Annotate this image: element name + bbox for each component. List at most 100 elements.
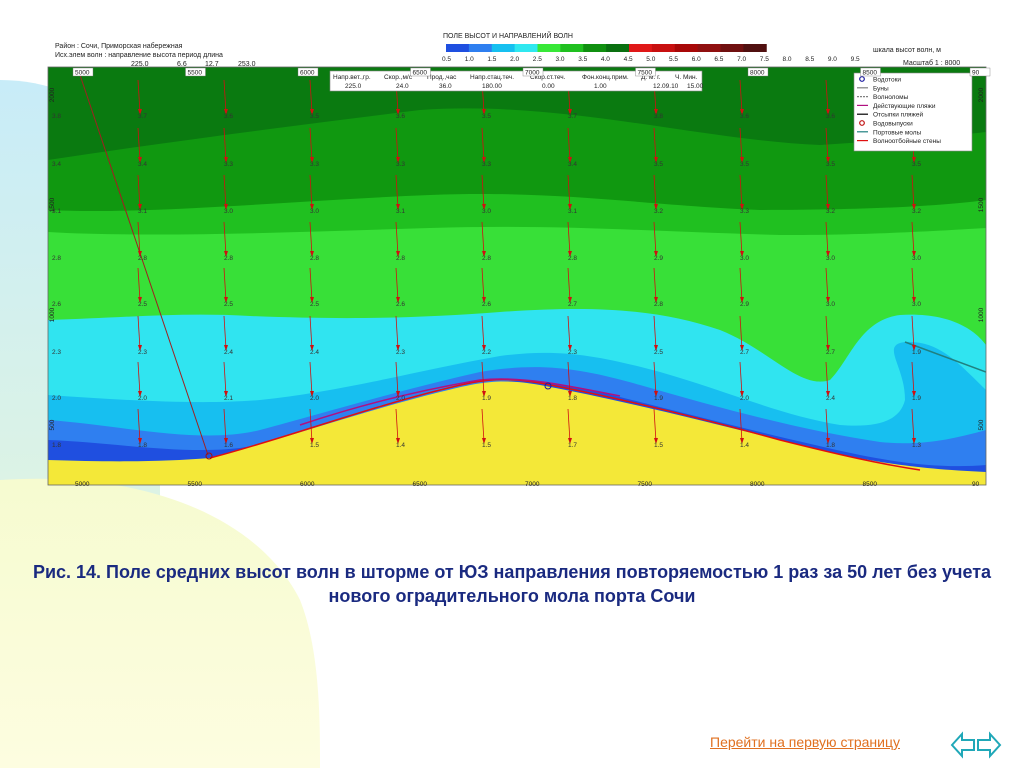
height-label: 3.5 [654,161,663,168]
height-label: 3.7 [138,113,147,120]
wave-arrow [998,362,1000,395]
wave-arrow [481,267,485,302]
wave-arrow [223,267,227,302]
height-label: 2.3 [52,349,61,356]
wave-arrow-head [482,438,486,444]
wave-arrow [481,127,485,162]
wave-arrow [137,267,141,302]
wave-arrow [998,316,1000,349]
height-label: 3.0 [224,208,233,215]
wave-arrow [309,79,313,114]
wave-arrow-head [396,345,400,351]
wave-arrow [309,221,313,256]
x-tick-top: 6000 [300,70,315,77]
wave-arrow [653,315,657,350]
wave-arrow-head [912,157,916,163]
wave-arrow-head [568,157,572,163]
wave-arrow [481,174,485,209]
height-label: 3.5 [740,161,749,168]
x-tick-top: 7500 [638,70,653,77]
wave-arrow-head [568,297,572,303]
height-label: 3.4 [138,161,147,168]
height-label: 3.3 [396,161,405,168]
wave-arrow [739,174,743,209]
height-label: 2.5 [310,301,319,308]
wave-arrow [739,408,743,443]
y-tick-right: 2000 [978,87,985,102]
wave-arrow-head [826,345,830,351]
param-header: Скор.,м/с [384,74,413,81]
src-length-value: 253.0 [238,61,256,68]
wave-arrow [653,408,657,443]
wave-arrow-head [654,297,658,303]
wave-arrow [911,315,915,350]
wave-arrow-head [654,391,658,397]
wave-arrow-head [998,204,1002,210]
wave-arrow-head [138,251,142,257]
wave-arrow [481,408,485,443]
x-tick-top: 7000 [525,70,540,77]
height-label: 2.3 [396,349,405,356]
svg-text:Буны: Буны [873,85,889,92]
scale-label: 6.0 [692,56,701,63]
scale-swatch [697,44,721,52]
scale-swatch [491,44,516,52]
param-value: 0.00 [542,83,555,90]
height-label: 2.8 [568,255,577,262]
height-label: 1.4 [396,442,405,449]
x-tick-bottom: 7500 [638,481,653,488]
wave-arrow-head [396,297,400,303]
seawall-line [209,378,921,471]
height-label: 2.4 [310,349,319,356]
wave-arrow-head [482,297,486,303]
height-label: 2.6 [482,301,491,308]
outfall-marker [205,452,213,460]
svg-text:Действующие пляжи: Действующие пляжи [873,102,936,110]
wave-arrow-head [912,251,916,257]
param-value: 180.00 [482,83,502,90]
height-label: 2.3 [138,349,147,356]
wave-arrow [395,267,399,302]
wave-arrow [137,79,141,114]
scale-swatch [743,44,767,52]
wave-arrow-head [138,157,142,163]
svg-text:Волноломы: Волноломы [873,94,909,101]
param-value: 15.00 [687,83,704,90]
wave-arrow-head [912,438,916,444]
scale-swatch [720,44,744,52]
scale-label: 9.5 [851,56,860,63]
wave-arrow-head [482,157,486,163]
nav-arrows-icon[interactable] [950,730,1002,760]
forward-arrow-icon[interactable] [977,731,1002,759]
wave-arrow [998,222,1000,255]
wave-arrow [309,174,313,209]
wave-arrow [137,221,141,256]
wave-arrow [395,127,399,162]
first-page-link[interactable]: Перейти на первую страницу [710,734,900,750]
height-label: 3.2 [826,208,835,215]
wave-arrow-head [998,251,1002,257]
wave-arrow [223,408,227,443]
param-header: Фон.конц.прим. [582,74,629,81]
wave-arrow [739,315,743,350]
wave-arrow-head [224,391,228,397]
wave-arrow [137,361,141,396]
wave-arrow [223,174,227,209]
x-tick-top: 6500 [413,70,428,77]
height-label: 2.4 [826,395,835,402]
wave-arrow-head [310,157,314,163]
height-label: 1.5 [482,442,491,449]
scale-label: 0.5 [442,56,451,63]
wave-arrow [998,175,1000,208]
wave-arrow [825,315,829,350]
x-tick-bottom: 8000 [750,481,765,488]
back-arrow-icon[interactable] [950,731,975,759]
height-label: 2.7 [826,349,835,356]
wave-arrow-head [138,391,142,397]
wave-arrow [739,79,743,114]
height-label: 1.7 [568,442,577,449]
wave-arrow-head [224,204,228,210]
height-label: 3.0 [482,208,491,215]
wave-arrow [309,361,313,396]
param-value: 36.0 [439,83,452,90]
